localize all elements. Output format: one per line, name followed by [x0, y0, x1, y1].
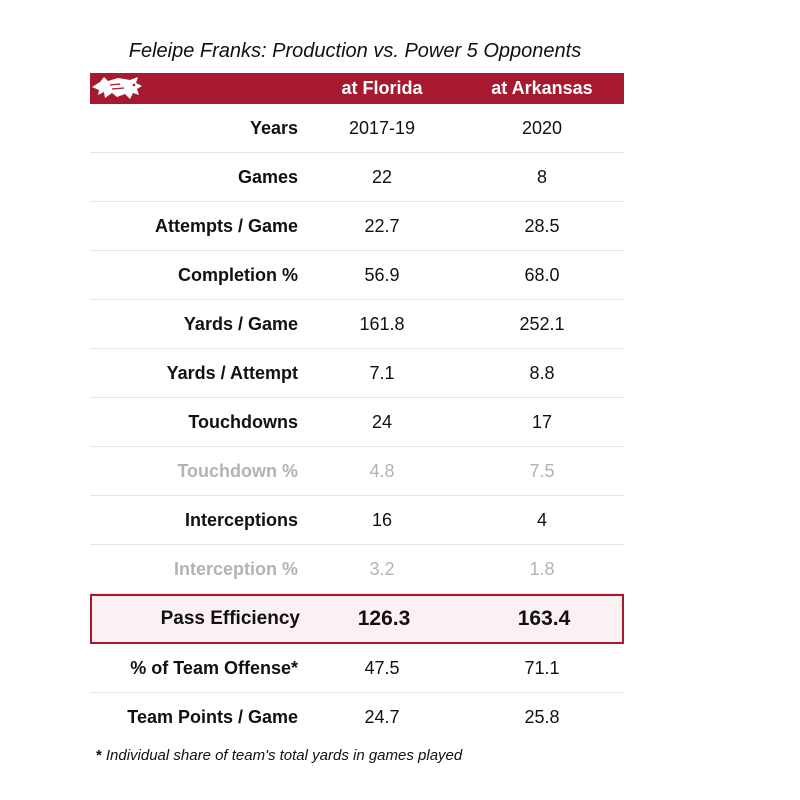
row-label: Years — [249, 118, 298, 138]
value-florida: 22 — [371, 167, 393, 187]
table-row: Interception % 3.2 1.8 — [90, 545, 624, 594]
table-row: Touchdowns 24 17 — [90, 398, 624, 447]
row-label: % of Team Offense* — [130, 658, 298, 678]
value-florida: 24.7 — [364, 707, 400, 727]
value-florida: 3.2 — [369, 559, 395, 579]
value-arkansas: 28.5 — [524, 216, 560, 236]
table-header-bar: at Florida at Arkansas — [90, 73, 624, 104]
value-arkansas: 163.4 — [517, 607, 571, 630]
value-florida: 161.8 — [359, 314, 405, 334]
row-label: Pass Efficiency — [160, 608, 300, 629]
value-arkansas: 252.1 — [519, 314, 565, 334]
table-row: Pass Efficiency 126.3 163.4 — [90, 594, 624, 644]
row-label: Games — [237, 167, 298, 187]
column-header-arkansas: at Arkansas — [491, 78, 593, 98]
value-arkansas: 8 — [536, 167, 547, 187]
value-arkansas: 68.0 — [524, 265, 560, 285]
stats-table: Years 2017-19 2020 Games 22 8 Attempts / Game 2… — [90, 104, 624, 741]
value-arkansas: 7.5 — [529, 461, 555, 481]
column-header-florida: at Florida — [341, 78, 423, 98]
value-florida: 126.3 — [357, 607, 411, 630]
value-arkansas: 8.8 — [529, 363, 555, 383]
value-florida: 56.9 — [364, 265, 400, 285]
row-label: Interceptions — [184, 510, 298, 530]
table-row: Team Points / Game 24.7 25.8 — [90, 693, 624, 741]
value-florida: 47.5 — [364, 658, 400, 678]
table-row: Completion % 56.9 68.0 — [90, 251, 624, 300]
row-label: Attempts / Game — [154, 216, 298, 236]
row-label: Touchdowns — [188, 412, 298, 432]
value-florida: 16 — [371, 510, 393, 530]
footnote-text: Individual share of team's total yards i… — [105, 747, 463, 764]
row-label: Touchdown % — [177, 461, 298, 481]
value-arkansas: 17 — [531, 412, 553, 432]
value-florida: 22.7 — [364, 216, 400, 236]
table-row: Attempts / Game 22.7 28.5 — [90, 202, 624, 251]
value-florida: 24 — [371, 412, 393, 432]
table-row: Yards / Game 161.8 252.1 — [90, 300, 624, 349]
row-label: Yards / Attempt — [166, 363, 298, 383]
value-arkansas: 2020 — [521, 118, 563, 138]
table-row: % of Team Offense* 47.5 71.1 — [90, 644, 624, 693]
value-florida: 7.1 — [369, 363, 395, 383]
row-label: Interception % — [173, 559, 298, 579]
footnote: * Individual share of team's total yards … — [96, 747, 462, 764]
value-florida: 4.8 — [369, 461, 395, 481]
row-label: Team Points / Game — [127, 707, 298, 727]
table-row: Touchdown % 4.8 7.5 — [90, 447, 624, 496]
table-row: Yards / Attempt 7.1 8.8 — [90, 349, 624, 398]
razorback-hog-icon — [92, 77, 142, 99]
value-florida: 2017-19 — [348, 118, 416, 138]
table-row: Games 22 8 — [90, 153, 624, 202]
value-arkansas: 25.8 — [524, 707, 560, 727]
row-label: Yards / Game — [183, 314, 298, 334]
value-arkansas: 4 — [536, 510, 547, 530]
value-arkansas: 1.8 — [529, 559, 555, 579]
value-arkansas: 71.1 — [524, 658, 560, 678]
table-row: Interceptions 16 4 — [90, 496, 624, 545]
footnote-marker: * — [96, 747, 102, 764]
row-label: Completion % — [178, 265, 298, 285]
chart-title: Feleipe Franks: Production vs. Power 5 O… — [128, 40, 582, 62]
table-row: Years 2017-19 2020 — [90, 104, 624, 153]
